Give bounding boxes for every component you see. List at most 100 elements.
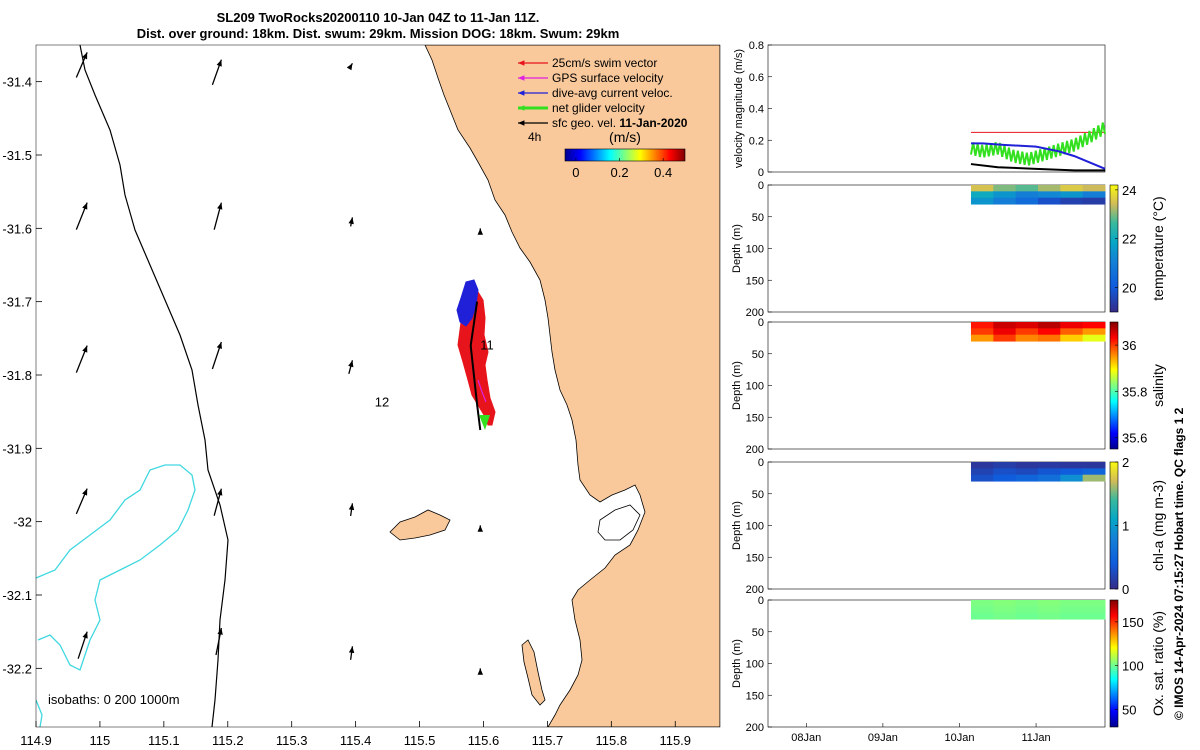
heatmap-cell [993, 600, 1017, 607]
legend-arrow [518, 90, 548, 96]
depth-y-label: Depth (m) [731, 361, 743, 410]
map-x-tick-label: 115.9 [659, 733, 691, 748]
heatmap-cell [1015, 197, 1039, 205]
heatmap-colorbar [1109, 599, 1119, 728]
depth-tick-label: 0 [758, 180, 764, 192]
map-y-tick-label: -31.7 [2, 295, 32, 310]
velocity-y-tick-label: 0.4 [749, 104, 764, 116]
map-x-tick-label: 115.3 [276, 733, 308, 748]
heatmap-cell [993, 612, 1017, 620]
legend-arrow [518, 105, 548, 111]
heatmap-cell [1082, 191, 1106, 199]
colorbar-tick-label: 50 [1122, 702, 1136, 717]
gps-track [477, 379, 487, 403]
heatmap-cell [1037, 322, 1061, 329]
depth-tick-label: 150 [746, 412, 764, 424]
map-y-tick-label: -31.5 [2, 148, 32, 163]
heatmap-cell [1060, 191, 1084, 199]
heatmap-cell [1060, 322, 1084, 329]
heatmap-cell [970, 185, 994, 192]
legend-entry-sfc: sfc geo. vel. 11-Jan-2020 [552, 116, 688, 130]
depth-y-label: Depth (m) [731, 501, 743, 550]
isobath-1000m-lower [36, 699, 43, 727]
legend-arrow [518, 75, 548, 81]
map-y-tick-label: -32.2 [2, 661, 32, 676]
map-x-axis: 114.9 115 115.1 115.2 115.3 115.4 115.5 115.6 11… [20, 721, 691, 748]
heatmap-cell [993, 606, 1017, 614]
heatmap-cell [1060, 328, 1084, 336]
heatmap-cell [1037, 468, 1061, 476]
heatmap-cell [1037, 606, 1061, 614]
time-tick-label: 11Jan [1021, 732, 1050, 744]
heatmap-cell [970, 606, 994, 614]
sfc-vector-arrow [77, 631, 88, 659]
map-x-tick-label: 115.1 [148, 733, 180, 748]
heatmap-cell [1060, 185, 1084, 192]
garden-island [521, 639, 546, 706]
sfc-vector-arrow [75, 488, 88, 515]
sfc-vector-arrow [477, 525, 484, 532]
map-frame [35, 44, 721, 728]
heatmap-cell [1015, 468, 1039, 476]
colorbar-label: chl-a (mg m-3) [1150, 480, 1166, 571]
depth-tick-label: 50 [752, 212, 764, 224]
heatmap-cell [1082, 322, 1106, 329]
chart-title-line1: SL209 TwoRocks20200110 10-Jan 04Z to 11-… [216, 10, 540, 25]
legend-arrow [518, 60, 548, 66]
velocity-y-tick-label: 0.6 [749, 72, 764, 84]
sfc-vector-arrow [213, 202, 223, 230]
heatmap-cell [993, 197, 1017, 205]
heatmap-cell [1015, 328, 1039, 336]
legend-entry: dive-avg current veloc. [552, 86, 673, 100]
velocity-y-label: velocity magnitude (m/s) [733, 49, 745, 168]
depth-tick-label: 100 [746, 659, 764, 671]
map-y-tick-label: -32 [13, 515, 32, 530]
heatmap-panel-temperature: 0 50 100 150 200 Depth (m) 20 22 24 temperature (… [731, 180, 1166, 319]
depth-y-label: Depth (m) [731, 224, 743, 273]
colorbar-tick-label: 20 [1122, 281, 1136, 296]
isobath-200m [79, 45, 229, 727]
sfc-vector-arrow [348, 503, 355, 517]
heatmap-cell [1015, 185, 1039, 192]
heatmap-cell [970, 197, 994, 205]
colorbar-label: temperature (°C) [1150, 196, 1166, 300]
heatmap-cell [1015, 606, 1039, 614]
heatmap-cell [1060, 334, 1084, 342]
heatmap-cell [970, 334, 994, 342]
colorbar-tick-label: 0 [572, 165, 579, 180]
map-x-tick-label: 115.2 [212, 733, 244, 748]
land-mass [424, 45, 720, 727]
depth-tick-label: 150 [746, 552, 764, 564]
sfc-vector-arrow [211, 341, 222, 370]
heatmap-cell [993, 322, 1017, 329]
heatmap-cell [1037, 462, 1061, 469]
colorbar-tick-label: 0 [1122, 582, 1129, 597]
heatmap-cell [1060, 612, 1084, 620]
heatmap-cell [1015, 334, 1039, 342]
heatmap-cell [993, 462, 1017, 469]
depth-tick-label: 0 [758, 457, 764, 469]
depth-tick-label: 150 [746, 690, 764, 702]
depth-tick-label: 100 [746, 521, 764, 533]
sfc-vector-arrow [215, 627, 223, 656]
sfc-vector-arrow [477, 668, 484, 675]
depth-tick-label: 50 [752, 489, 764, 501]
colorbar-tick-label: 2 [1122, 455, 1129, 470]
heatmap-cell [1015, 322, 1039, 329]
heatmap-cell [1015, 600, 1039, 607]
heatmap-cell [1037, 600, 1061, 607]
depth-tick-label: 200 [746, 584, 764, 596]
heatmap-cell [993, 185, 1017, 192]
heatmap-cell [1082, 612, 1106, 620]
colorbar-gradient [564, 148, 686, 162]
credit-text: © IMOS 14-Apr-2024 07:15:27 Hobart time.… [1172, 407, 1186, 720]
map-colorbar: (m/s) 0 0.2 0.4 [564, 129, 686, 180]
depth-tick-label: 0 [758, 595, 764, 607]
time-series-panels: 0 0.2 0.4 0.6 0.8 velocity magnitude (m/s) 0 50… [731, 40, 1166, 744]
heatmap-colorbar [1109, 184, 1119, 313]
heatmap-cell [1037, 612, 1061, 620]
heatmap-panel-oxygen: 0 50 100 150 200 Depth (m) 50 100 150 Ox. sat. ra… [731, 595, 1166, 734]
legend-entry: 25cm/s swim vector [552, 56, 657, 70]
heatmap-colorbar [1109, 321, 1119, 450]
heatmap-cell [1037, 185, 1061, 192]
